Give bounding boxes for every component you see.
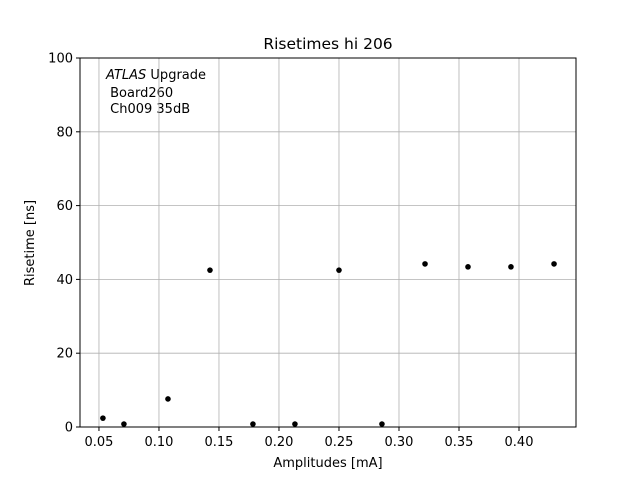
- x-tick-label: 0.15: [204, 435, 233, 450]
- point: [379, 421, 385, 427]
- point: [336, 267, 342, 273]
- annotation-line-text: Board260: [110, 86, 173, 101]
- point: [508, 264, 514, 270]
- y-tick-label: 80: [56, 125, 73, 140]
- x-tick-label: 0.10: [144, 435, 173, 450]
- x-tick-label: 0.05: [84, 435, 113, 450]
- y-tick-label: 100: [48, 52, 73, 67]
- point: [465, 264, 471, 270]
- x-tick-label: 0.40: [505, 435, 534, 450]
- y-tick-label: 20: [56, 347, 73, 362]
- x-tick-label: 0.20: [264, 435, 293, 450]
- x-tick-label: 0.35: [445, 435, 474, 450]
- annotation-line-text: Ch009 35dB: [110, 102, 190, 117]
- point: [100, 415, 106, 421]
- point: [165, 396, 171, 402]
- point: [207, 267, 213, 273]
- annotation-text: Upgrade: [150, 68, 206, 83]
- y-axis-label: Risetime [ns]: [23, 200, 38, 286]
- annotation-line: Ch009 35dB: [106, 102, 190, 117]
- plot-frame: [79, 57, 577, 428]
- x-tick-label: 0.30: [385, 435, 414, 450]
- y-tick-label: 40: [56, 273, 73, 288]
- point: [292, 421, 298, 427]
- annotation: ATLAS Upgrade: [105, 68, 206, 83]
- point: [121, 421, 127, 427]
- x-axis-label: Amplitudes [mA]: [273, 456, 382, 471]
- x-tick-label: 0.25: [325, 435, 354, 450]
- point: [551, 261, 557, 267]
- annotation-line: Board260: [106, 86, 173, 101]
- chart-title: Risetimes hi 206: [263, 35, 392, 53]
- y-tick-label: 60: [56, 199, 73, 214]
- point: [422, 261, 428, 267]
- point: [250, 421, 256, 427]
- annotation-emphasis: ATLAS: [105, 68, 146, 83]
- y-tick-label: 0: [65, 421, 73, 436]
